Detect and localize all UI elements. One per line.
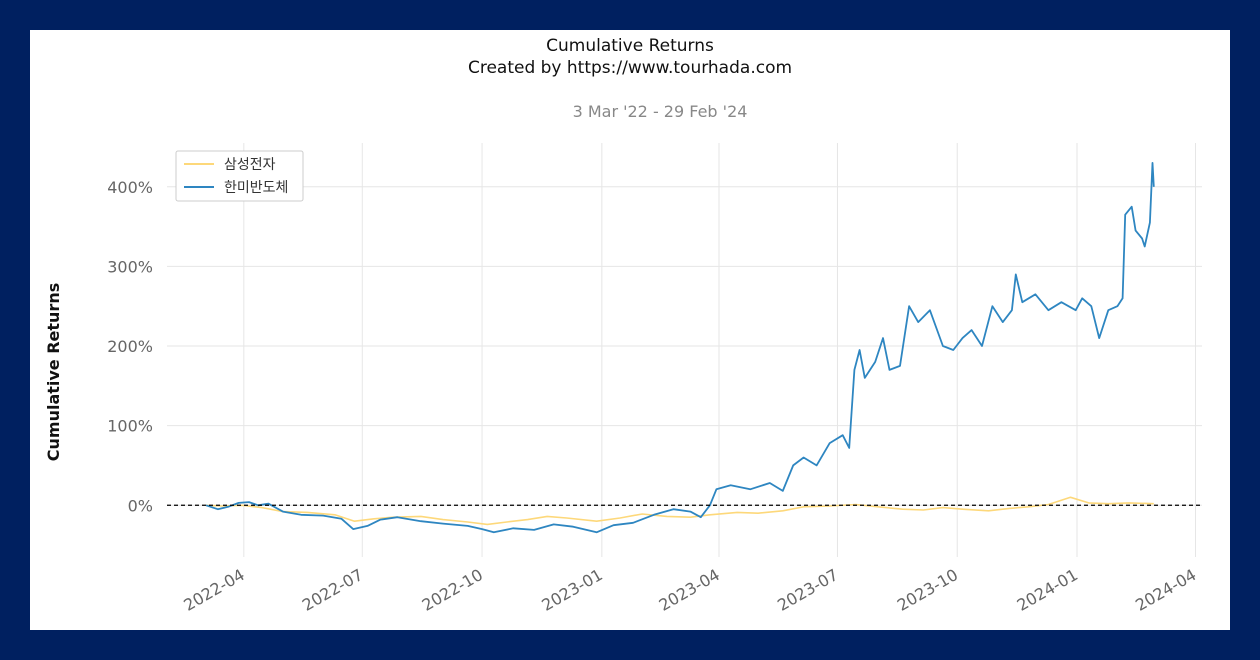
x-tick-label: 2023-10 [894,565,961,615]
x-tick-label: 2023-01 [538,565,605,615]
y-tick-label: 200% [107,337,153,356]
x-tick-label: 2022-04 [180,565,247,615]
series-line-hanmi [205,161,1155,534]
axis-ticks: 0% 100% 200% 300% 400% 2022-04 2022-07 2022-10 2… [107,178,1199,615]
x-tick-label: 2022-10 [419,565,486,615]
x-tick-label: 2023-07 [774,565,841,615]
date-range: 3 Mar '22 - 29 Feb '24 [573,102,748,121]
x-tick-label: 2024-01 [1014,565,1081,615]
series-lines [205,161,1155,534]
legend-label-samsung: 삼성전자 [224,157,276,173]
series-line-samsung [206,496,1154,526]
x-tick-label: 2022-07 [299,565,366,615]
legend: 삼성전자 한미반도체 [175,150,304,202]
y-tick-label: 300% [107,257,153,276]
chart-subtitle: Created by https://www.tourhada.com [468,58,792,78]
chart-title: Cumulative Returns [546,36,714,56]
y-tick-label: 0% [128,496,153,515]
x-tick-label: 2023-04 [656,565,723,615]
grid-lines [167,143,1202,557]
y-axis-label: Cumulative Returns [44,283,63,461]
legend-label-hanmi: 한미반도체 [224,180,288,196]
x-tick-label: 2024-04 [1132,565,1199,615]
y-tick-label: 100% [107,417,153,436]
chart-frame: Cumulative Returns Created by https://ww… [30,30,1230,630]
y-tick-label: 400% [107,178,153,197]
cumulative-returns-chart: Cumulative Returns Created by https://ww… [44,36,1202,615]
